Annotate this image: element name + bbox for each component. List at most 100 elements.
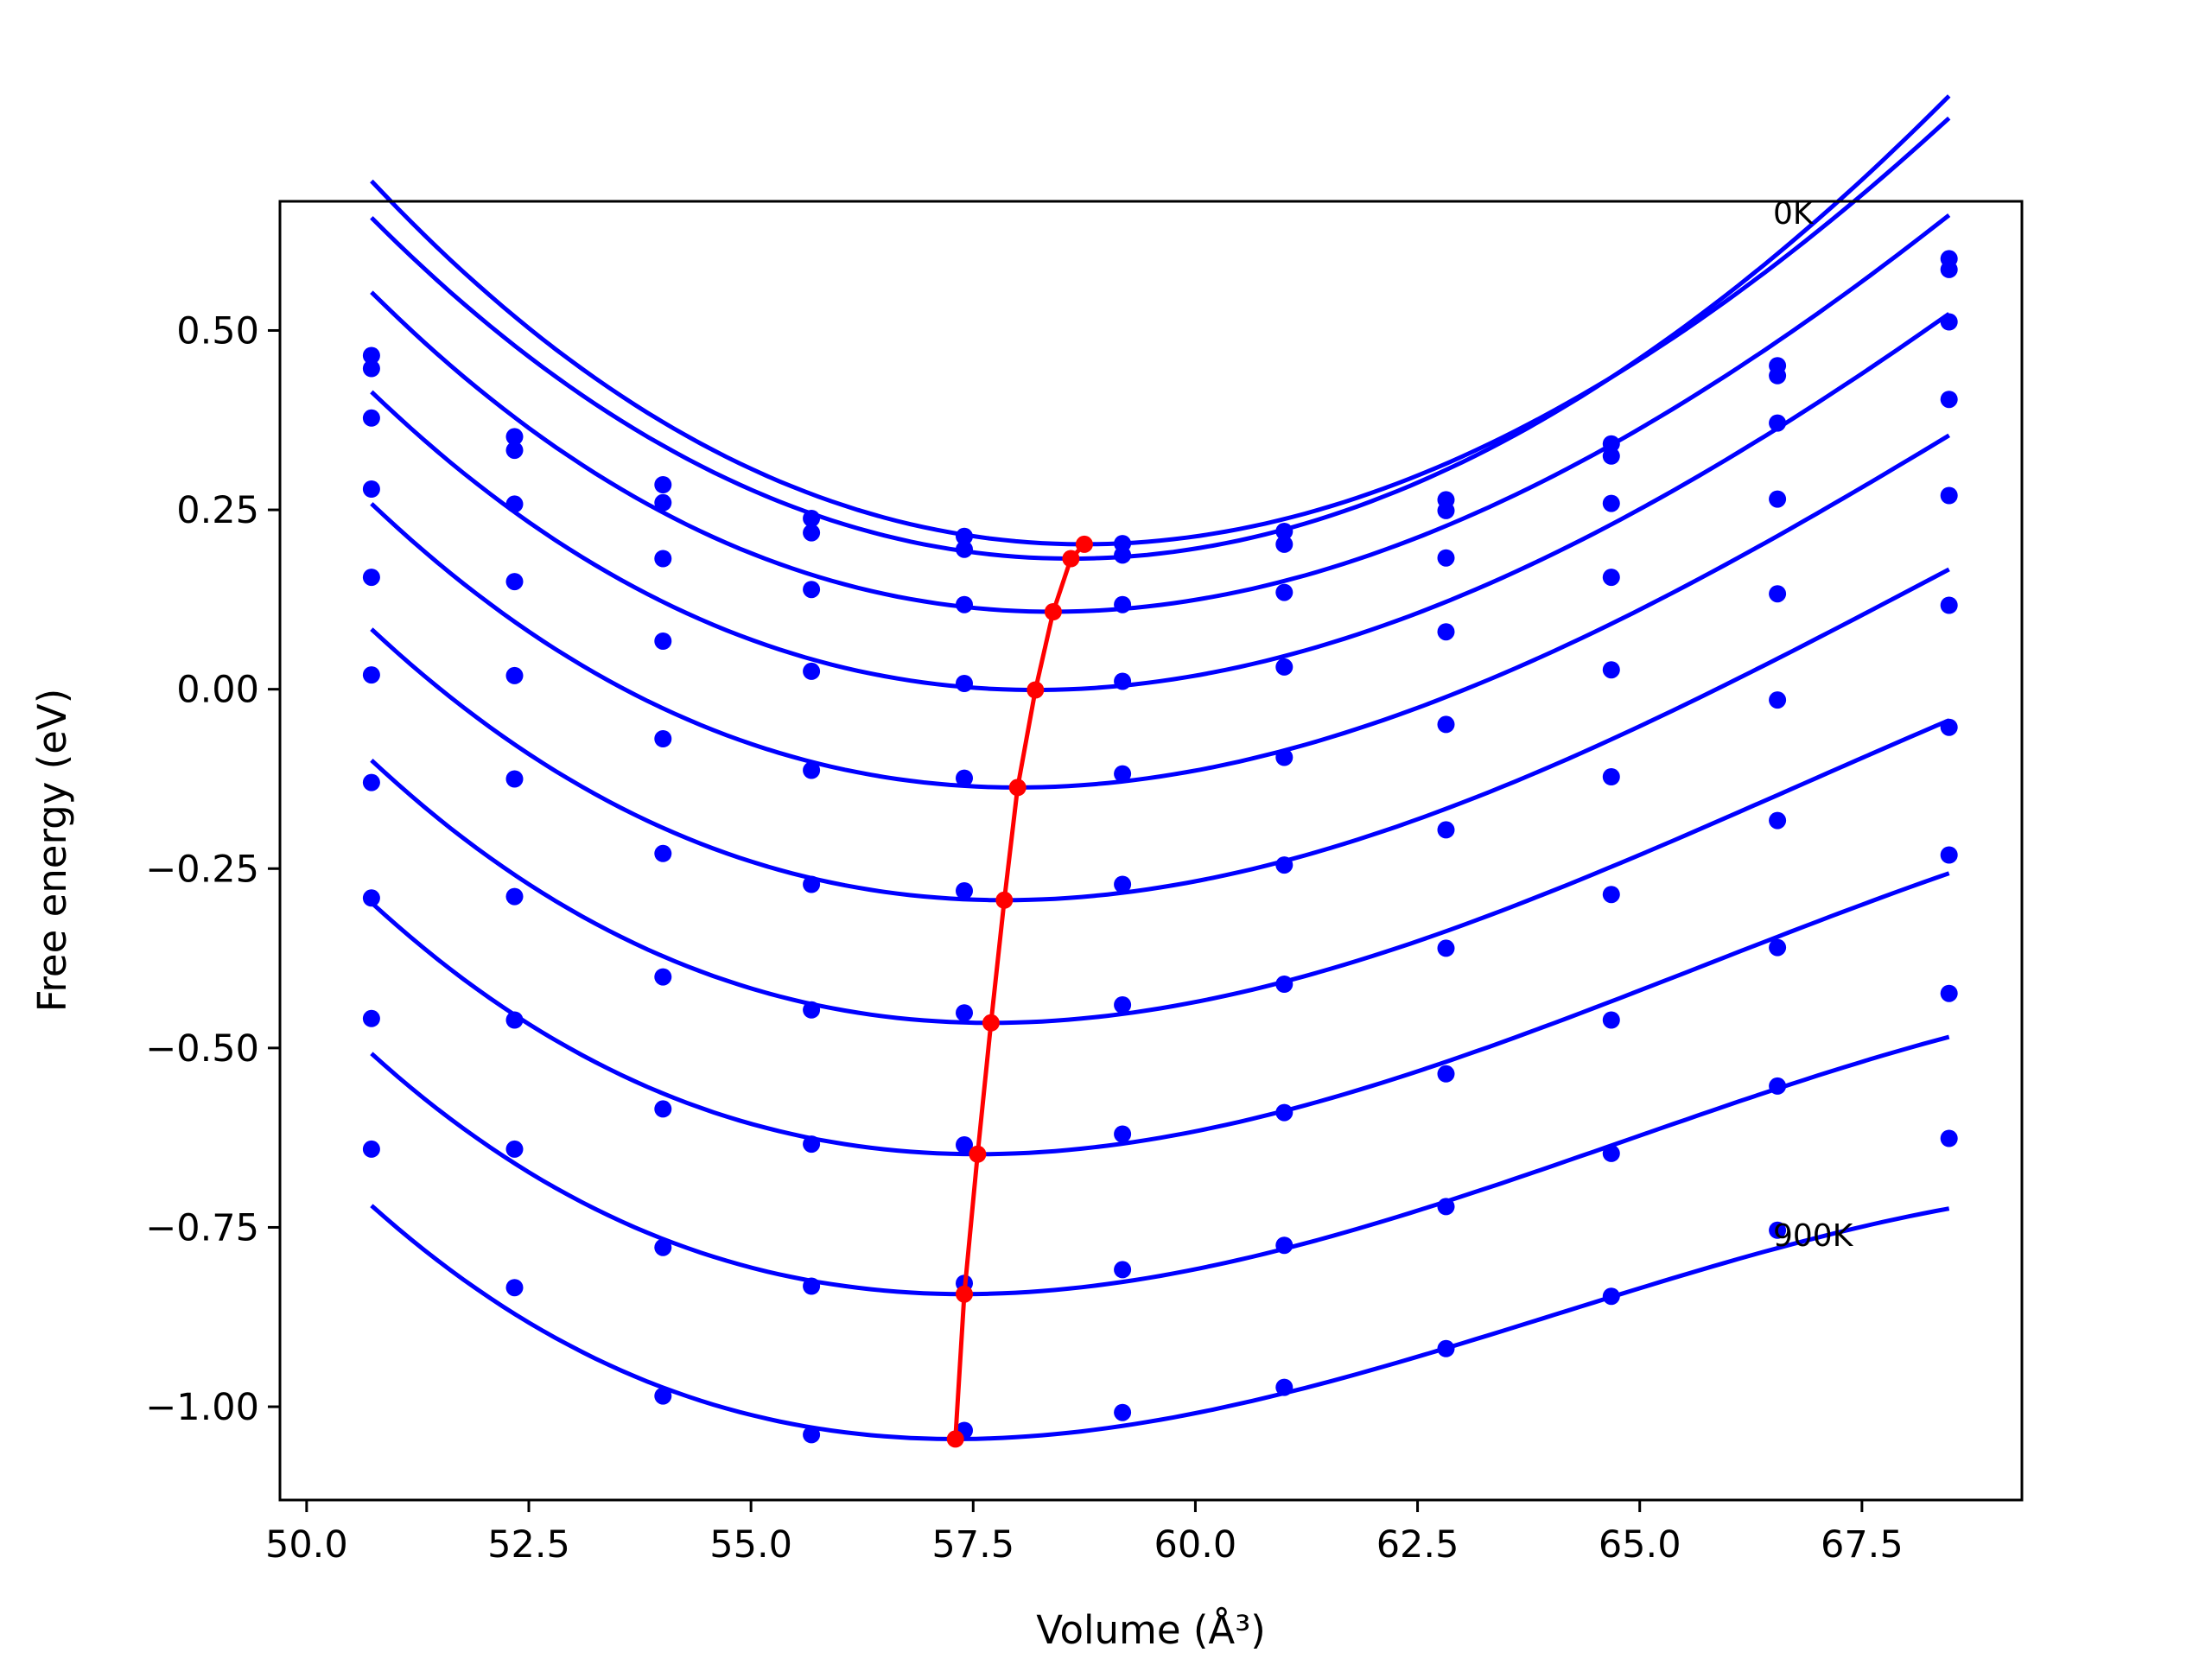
data-point-7-7	[1437, 1065, 1455, 1083]
data-point-3-7	[1437, 623, 1455, 641]
data-point-0-8	[1602, 435, 1620, 453]
data-point-6-3	[803, 1001, 821, 1019]
data-point-9-1	[505, 1279, 524, 1297]
data-point-9-2	[654, 1387, 672, 1405]
fit-curve-3	[370, 312, 1951, 692]
fit-curve-9	[370, 1204, 1950, 1441]
data-point-5-10	[1940, 596, 1958, 614]
y-tick-label: −0.50	[145, 1027, 259, 1071]
data-point-9-6	[1275, 1378, 1294, 1396]
data-point-4-10	[1940, 486, 1958, 505]
data-point-3-1	[505, 573, 524, 591]
data-point-7-4	[956, 1136, 973, 1154]
data-point-3-8	[1602, 569, 1620, 587]
data-point-4-0	[362, 569, 380, 587]
fit-curve-1	[370, 94, 1951, 561]
data-point-2-5	[1114, 595, 1132, 613]
data-point-9-9	[1769, 1221, 1787, 1239]
data-point-6-7	[1437, 939, 1455, 957]
y-tick-label: 0.00	[176, 669, 259, 712]
data-point-4-5	[1114, 765, 1132, 783]
data-point-4-2	[654, 730, 672, 747]
fitted-curves	[370, 94, 1951, 1441]
data-points	[362, 250, 1958, 1444]
data-point-7-10	[1940, 846, 1958, 864]
data-point-1-4	[956, 540, 973, 558]
min-point-0	[1075, 535, 1093, 553]
fit-curve-8	[370, 1034, 1950, 1297]
data-point-1-7	[1437, 501, 1455, 519]
x-axis: 50.0 52.5 55.0 57.5 60.0 62.5 65.0 67.5	[265, 1500, 1904, 1567]
data-point-6-9	[1769, 811, 1787, 830]
data-point-3-5	[1114, 672, 1132, 690]
data-point-1-6	[1275, 535, 1294, 553]
min-point-2	[1044, 603, 1062, 620]
data-point-0-2	[654, 476, 672, 493]
data-point-7-5	[1114, 1125, 1132, 1143]
data-point-5-1	[505, 770, 524, 788]
x-tick-label: 67.5	[1821, 1523, 1904, 1567]
plot-frame	[278, 200, 2024, 1502]
data-point-2-3	[803, 581, 821, 599]
data-point-6-4	[956, 1004, 973, 1022]
data-point-1-0	[362, 359, 380, 378]
fit-curve-4	[370, 433, 1950, 790]
x-tick-label: 57.5	[931, 1523, 1014, 1567]
data-point-7-1	[505, 1011, 524, 1029]
data-point-0-6	[1275, 523, 1294, 540]
min-line-path	[953, 543, 1086, 1440]
data-point-8-5	[1114, 1261, 1132, 1279]
min-point-7	[969, 1145, 987, 1163]
data-point-9-3	[803, 1426, 821, 1444]
data-point-8-10	[1940, 984, 1958, 1002]
data-point-5-2	[654, 844, 672, 862]
data-point-3-10	[1940, 391, 1958, 409]
data-point-1-9	[1769, 366, 1787, 385]
data-point-2-4	[956, 595, 973, 613]
x-tick-label: 62.5	[1376, 1523, 1459, 1567]
data-point-8-1	[505, 1140, 524, 1158]
fit-curve-2	[370, 213, 1951, 614]
data-point-9-5	[1114, 1403, 1132, 1421]
y-axis-label: Free energy (eV)	[29, 689, 75, 1012]
data-point-4-8	[1602, 661, 1620, 679]
min-point-5	[995, 891, 1014, 909]
min-point-1	[1062, 550, 1080, 568]
data-point-0-1	[505, 428, 524, 446]
data-point-1-10	[1940, 260, 1958, 278]
data-point-7-9	[1769, 938, 1787, 957]
data-point-5-9	[1769, 691, 1787, 709]
min-point-9	[946, 1430, 964, 1448]
data-point-3-6	[1275, 658, 1294, 676]
data-point-0-3	[803, 510, 821, 527]
data-point-8-6	[1275, 1236, 1294, 1255]
data-point-5-3	[803, 875, 821, 893]
data-point-9-7	[1437, 1339, 1455, 1357]
data-point-7-8	[1602, 1011, 1620, 1029]
data-point-2-10	[1940, 313, 1958, 331]
data-point-8-9	[1769, 1077, 1787, 1095]
minimum-line	[946, 535, 1093, 1448]
data-point-4-3	[803, 761, 821, 779]
data-point-2-0	[362, 409, 380, 427]
data-point-2-2	[654, 550, 672, 568]
data-point-3-0	[362, 480, 380, 498]
data-point-6-1	[505, 887, 524, 906]
min-point-8	[956, 1285, 973, 1303]
data-point-4-6	[1275, 748, 1294, 766]
data-point-1-5	[1114, 546, 1132, 564]
data-point-2-7	[1437, 549, 1455, 567]
data-point-1-8	[1602, 447, 1620, 465]
x-axis-label: Volume (Å³)	[1036, 1607, 1266, 1653]
data-point-7-0	[362, 889, 380, 907]
data-point-6-2	[654, 968, 672, 986]
fit-curve-5	[370, 567, 1950, 903]
data-point-5-5	[1114, 875, 1132, 893]
data-point-5-8	[1602, 768, 1620, 785]
data-point-6-8	[1602, 886, 1620, 904]
data-point-2-1	[505, 495, 524, 513]
data-point-8-7	[1437, 1198, 1455, 1216]
y-tick-label: 0.25	[176, 489, 259, 532]
data-point-4-4	[956, 769, 973, 787]
